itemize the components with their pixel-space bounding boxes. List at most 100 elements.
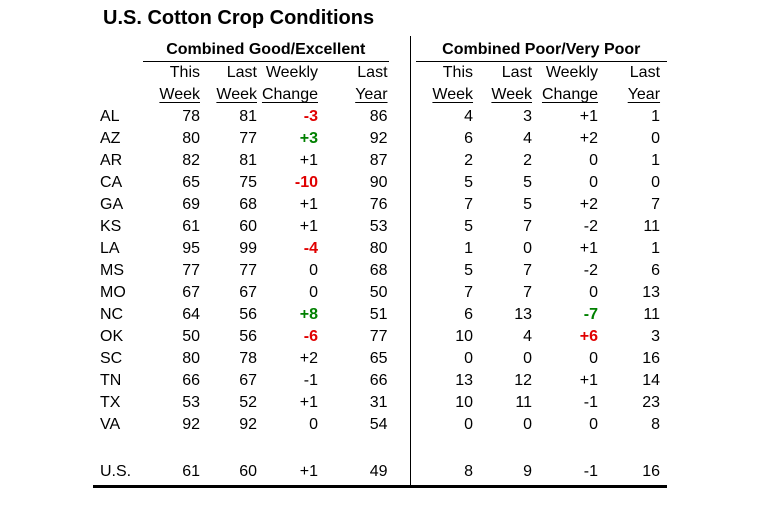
poor-very-poor-last-year-cell: 14: [642, 372, 661, 389]
spacer-row: [93, 436, 667, 460]
group-header-good-excellent: Combined Good/Excellent: [140, 36, 410, 62]
poor-very-poor-weekly-change-cell: -1: [583, 394, 599, 411]
pvp-this-week-header-line2: Week: [409, 84, 474, 106]
poor-very-poor-this-week-cell: 10: [409, 392, 474, 414]
good-excellent-weekly-change-cell: +1: [299, 463, 318, 481]
poor-very-poor-weekly-change-cell: +1: [579, 240, 599, 257]
poor-very-poor-weekly-change-cell: 0: [589, 416, 599, 433]
poor-very-poor-this-week-cell: 6: [409, 128, 474, 150]
good-excellent-last-year-cell: 31: [369, 394, 388, 411]
conditions-table: Combined Good/Excellent Combined Poor/Ve…: [93, 36, 668, 488]
column-header-row-1: This Last Weekly Last This Last Weekly L…: [93, 62, 667, 84]
poor-very-poor-last-week-cell: 0: [523, 350, 533, 367]
table-row: GA 69 68 +1 76 7 5 +2 7: [93, 194, 667, 216]
pvp-weekly-change-header-line1: Weekly: [545, 64, 599, 81]
good-excellent-last-week-cell: 77: [239, 130, 257, 147]
poor-very-poor-weekly-change-cell: +2: [579, 196, 599, 213]
table-row: AZ 80 77 +3 92 6 4 +2 0: [93, 128, 667, 150]
poor-very-poor-last-year-cell: 7: [651, 196, 661, 213]
good-excellent-last-year-cell: 65: [369, 350, 388, 367]
state-label: CA: [100, 174, 123, 191]
state-label: AZ: [100, 130, 121, 147]
state-label: NC: [100, 306, 124, 323]
poor-very-poor-last-year-cell: 1: [651, 152, 661, 169]
group-header-good-excellent-label: Combined Good/Excellent: [143, 41, 389, 62]
pvp-last-year-header-line2: Year: [627, 86, 661, 103]
ge-weekly-change-header-line1: Weekly: [265, 64, 318, 81]
poor-very-poor-weekly-change-cell: 0: [589, 152, 599, 169]
poor-very-poor-last-year-cell: 23: [642, 394, 661, 411]
poor-very-poor-last-week-cell: 7: [523, 262, 533, 279]
poor-very-poor-last-year-cell: 0: [651, 130, 661, 147]
pvp-this-week-header-line1: This: [409, 62, 474, 84]
ge-last-week-header-line1: Last: [226, 64, 257, 81]
state-label: SC: [100, 350, 123, 367]
table-row: CA 65 75 -10 90 5 5 0 0: [93, 172, 667, 194]
poor-very-poor-last-week-cell: 5: [523, 196, 533, 213]
ge-last-year-header-line1: Last: [357, 64, 388, 81]
good-excellent-last-year-cell: 50: [369, 284, 388, 301]
good-excellent-last-year-cell: 76: [369, 196, 388, 213]
table-row: OK 50 56 -6 77 10 4 +6 3: [93, 326, 667, 348]
state-label: LA: [100, 240, 120, 257]
table-row: AL 78 81 -3 86 4 3 +1 1: [93, 106, 667, 128]
group-header-poor-very-poor-label: Combined Poor/Very Poor: [415, 41, 668, 62]
good-excellent-weekly-change-cell: +2: [299, 350, 318, 367]
poor-very-poor-last-week-cell: 2: [523, 152, 533, 169]
good-excellent-weekly-change-cell: -3: [303, 108, 318, 125]
good-excellent-last-week-cell: 78: [239, 350, 257, 367]
poor-very-poor-last-week-cell: 4: [523, 130, 533, 147]
corner-cell: [93, 84, 140, 106]
good-excellent-last-year-cell: 87: [369, 152, 388, 169]
good-excellent-last-week-cell: 68: [239, 196, 257, 213]
good-excellent-last-week-cell: 75: [239, 174, 257, 191]
ge-weekly-change-header-line2: Change: [261, 86, 318, 103]
poor-very-poor-last-week-cell: 5: [523, 174, 533, 191]
good-excellent-last-year-cell: 68: [369, 262, 388, 279]
poor-very-poor-last-week-cell: 7: [523, 218, 533, 235]
good-excellent-last-year-cell: 49: [369, 463, 388, 481]
poor-very-poor-last-year-cell: 1: [651, 108, 661, 125]
state-label: KS: [100, 218, 122, 235]
state-label: AR: [100, 152, 123, 169]
pvp-last-year-header-line1: Last: [629, 64, 661, 81]
spacer-cell: [598, 436, 667, 460]
good-excellent-weekly-change-cell: 0: [309, 416, 318, 433]
ge-last-year-header-line2: Year: [355, 86, 388, 103]
poor-very-poor-this-week-cell: 5: [409, 216, 474, 238]
good-excellent-last-week-cell: 99: [239, 240, 257, 257]
good-excellent-last-week-cell: 92: [239, 416, 257, 433]
state-label: VA: [100, 416, 121, 433]
spacer-cell: [473, 436, 532, 460]
spacer-cell: [318, 436, 410, 460]
state-label: TN: [100, 372, 122, 389]
good-excellent-last-year-cell: 53: [369, 218, 388, 235]
poor-very-poor-last-year-cell: 0: [651, 174, 661, 191]
good-excellent-last-week-cell: 81: [239, 152, 257, 169]
poor-very-poor-last-week-cell: 9: [523, 463, 533, 481]
poor-very-poor-this-week-cell: 7: [409, 194, 474, 216]
poor-very-poor-weekly-change-cell: -2: [583, 218, 599, 235]
group-header-row: Combined Good/Excellent Combined Poor/Ve…: [93, 36, 668, 62]
group-header-poor-very-poor: Combined Poor/Very Poor: [409, 36, 668, 62]
poor-very-poor-this-week-cell: 10: [409, 326, 474, 348]
good-excellent-last-week-cell: 56: [239, 328, 257, 345]
poor-very-poor-last-year-cell: 6: [651, 262, 661, 279]
poor-very-poor-weekly-change-cell: +1: [579, 372, 599, 389]
good-excellent-this-week-cell: 67: [182, 284, 200, 301]
state-label: TX: [100, 394, 121, 411]
good-excellent-last-year-cell: 86: [369, 108, 388, 125]
good-excellent-this-week-cell: 64: [182, 306, 200, 323]
state-label: MS: [100, 262, 124, 279]
poor-very-poor-weekly-change-cell: +2: [579, 130, 599, 147]
good-excellent-this-week-cell: 78: [182, 108, 200, 125]
pvp-last-week-header-line1: Last: [501, 64, 533, 81]
poor-very-poor-last-year-cell: 8: [651, 416, 661, 433]
poor-very-poor-last-year-cell: 3: [651, 328, 661, 345]
poor-very-poor-this-week-cell: 2: [409, 150, 474, 172]
good-excellent-last-year-cell: 66: [369, 372, 388, 389]
poor-very-poor-last-year-cell: 16: [642, 463, 661, 481]
good-excellent-this-week-cell: 50: [182, 328, 200, 345]
good-excellent-this-week-cell: 77: [182, 262, 200, 279]
